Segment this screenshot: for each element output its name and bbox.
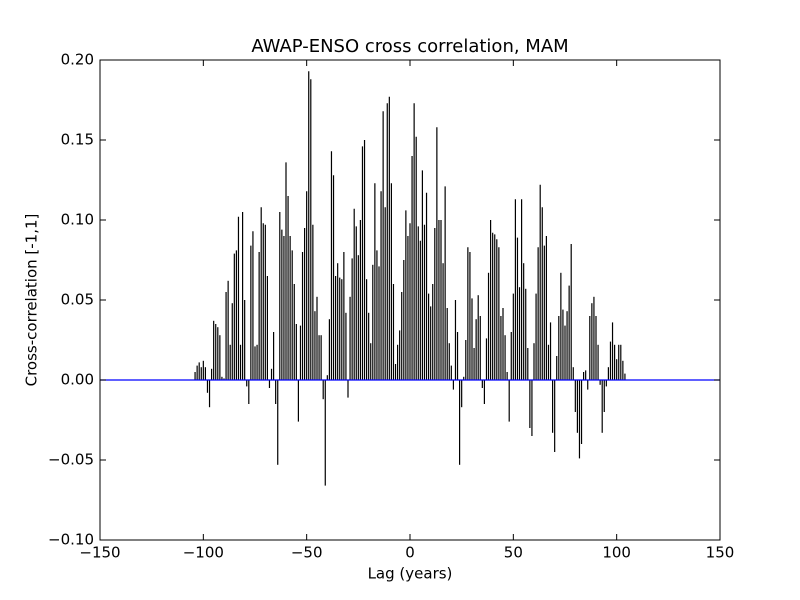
x-tick-label: 150: [706, 544, 735, 562]
plot-frame: [99, 59, 721, 541]
x-tick-label: 50: [504, 544, 523, 562]
x-tick-label: 100: [602, 544, 631, 562]
x-tick-label: −100: [183, 544, 224, 562]
y-tick-label: 0.05: [61, 291, 94, 309]
y-tick-label: −0.10: [48, 531, 94, 549]
y-tick-label: 0.20: [61, 51, 94, 69]
y-tick-label: 0.00: [61, 371, 94, 389]
y-tick-label: 0.10: [61, 211, 94, 229]
y-tick-label: 0.15: [61, 131, 94, 149]
chart-title: AWAP-ENSO cross correlation, MAM: [251, 36, 568, 57]
x-tick-label: −150: [79, 544, 120, 562]
y-axis-label: Cross-correlation [-1,1]: [23, 214, 41, 387]
x-tick-label: −50: [291, 544, 323, 562]
x-tick-label: 0: [405, 544, 415, 562]
y-tick-label: −0.05: [48, 451, 94, 469]
x-axis-label: Lag (years): [368, 565, 453, 583]
